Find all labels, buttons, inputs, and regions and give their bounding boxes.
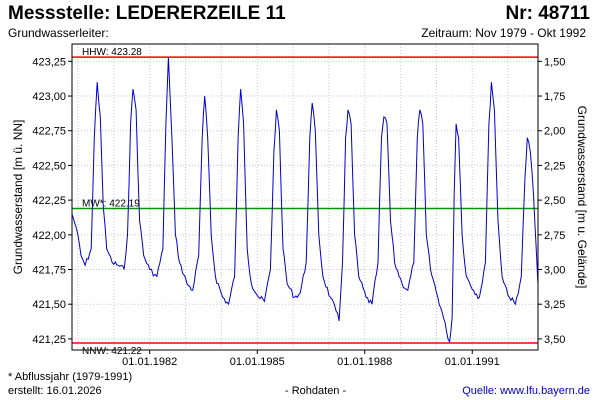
x-tick-label: 01.01.1988 (337, 356, 392, 368)
station-title: Messstelle: LEDERERZEILE 11 (8, 3, 286, 24)
y-tick-label-left: 423,00 (32, 91, 66, 103)
x-tick-label: 01.01.1985 (230, 356, 285, 368)
y-axis-label-right: Grundwasserstand [m u. Gelände] (575, 106, 589, 289)
y-tick-label-left: 422,50 (32, 160, 66, 172)
y-tick-label-left: 422,00 (32, 230, 66, 242)
y-tick-label-right: 3,25 (544, 299, 565, 311)
footnote: * Abflussjahr (1979-1991) (8, 371, 133, 383)
x-tick-label: 01.01.1982 (122, 356, 177, 368)
y-tick-label-left: 423,25 (32, 56, 66, 68)
reference-label-mw: MW*: 422.19 (82, 198, 140, 209)
y-tick-label-right: 2,25 (544, 160, 565, 172)
aquifer-label: Grundwasserleiter: (8, 26, 109, 40)
y-tick-label-right: 1,75 (544, 91, 565, 103)
station-number: Nr: 48711 (505, 3, 590, 24)
y-tick-label-left: 422,25 (32, 195, 66, 207)
y-tick-label-left: 421,50 (32, 299, 66, 311)
y-tick-label-left: 422,75 (32, 126, 66, 138)
period-label: Zeitraum: Nov 1979 - Okt 1992 (421, 26, 586, 40)
y-tick-label-right: 2,75 (544, 230, 565, 242)
y-tick-label-right: 2,00 (544, 126, 565, 138)
y-axis-label-left: Grundwasserstand [m ü. NN] (11, 120, 25, 275)
series-line (71, 57, 539, 344)
reference-label-hhw: HHW: 423.28 (82, 47, 142, 58)
raw-data-label: - Rohdaten - (285, 385, 347, 397)
y-tick-label-left: 421,25 (32, 334, 66, 346)
plot-frame (71, 43, 539, 351)
created-date: erstellt: 16.01.2026 (8, 385, 102, 397)
y-tick-label-right: 3,50 (544, 334, 565, 346)
y-tick-label-left: 421,75 (32, 265, 66, 277)
reference-label-nnw: NNW: 421.22 (82, 346, 142, 357)
source-link[interactable]: Quelle: www.lfu.bayern.de (462, 385, 590, 397)
y-tick-label-right: 1,50 (544, 56, 565, 68)
y-tick-label-right: 2,50 (544, 195, 565, 207)
y-tick-label-right: 3,00 (544, 265, 565, 277)
x-tick-label: 01.01.1991 (445, 356, 500, 368)
